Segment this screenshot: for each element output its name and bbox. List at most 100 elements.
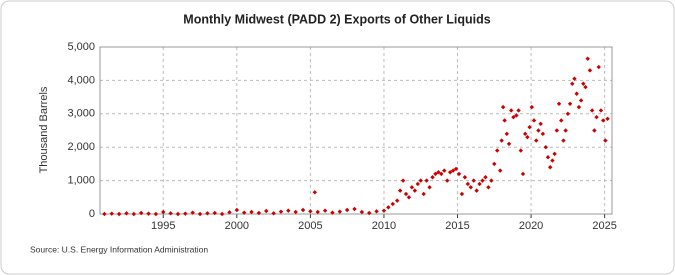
point	[459, 191, 465, 197]
y-axis-label: Thousand Barrels	[38, 86, 50, 173]
point	[504, 131, 510, 137]
point	[131, 211, 137, 217]
point	[574, 91, 579, 96]
point	[330, 210, 335, 215]
point	[474, 188, 479, 193]
point	[278, 209, 284, 214]
point	[534, 138, 539, 143]
point	[322, 208, 328, 213]
point	[415, 181, 420, 187]
point	[430, 175, 435, 180]
point	[511, 114, 516, 120]
point	[465, 181, 471, 187]
point	[394, 198, 400, 203]
point	[489, 178, 494, 183]
point	[585, 56, 590, 61]
x-tick-label: 2005	[298, 220, 322, 232]
point	[514, 113, 519, 118]
point	[570, 81, 575, 86]
point	[264, 208, 269, 214]
point	[386, 205, 391, 210]
point	[497, 168, 503, 173]
point	[183, 211, 188, 216]
point	[124, 211, 129, 216]
point	[427, 185, 432, 190]
point	[138, 210, 144, 216]
point	[359, 209, 365, 215]
point	[450, 168, 456, 173]
point	[409, 185, 415, 190]
point	[589, 108, 595, 113]
point	[344, 207, 350, 213]
point	[293, 209, 298, 215]
point	[212, 210, 217, 216]
point	[587, 68, 593, 73]
point	[433, 171, 438, 177]
point	[205, 211, 210, 216]
point	[219, 211, 225, 217]
point	[576, 104, 582, 110]
point	[540, 131, 546, 137]
y-tick-label: 3,000	[67, 108, 95, 120]
point	[477, 181, 482, 187]
point	[412, 188, 418, 193]
point	[600, 118, 606, 123]
point	[596, 64, 601, 70]
point	[439, 171, 444, 177]
point	[502, 118, 507, 123]
point	[462, 175, 468, 180]
point	[271, 211, 276, 216]
point	[518, 148, 523, 153]
point	[516, 108, 521, 113]
point	[572, 76, 577, 81]
x-tick-label: 1995	[151, 220, 175, 232]
point	[161, 209, 166, 215]
x-tick-label: 2020	[519, 220, 543, 232]
point	[418, 178, 423, 183]
point	[109, 211, 114, 216]
point	[529, 104, 535, 110]
point	[390, 201, 395, 207]
point	[548, 165, 553, 170]
point	[581, 81, 586, 86]
point	[525, 134, 530, 140]
point	[499, 138, 504, 143]
point	[594, 114, 599, 120]
point	[241, 210, 247, 215]
y-tick-label: 2,000	[67, 141, 95, 153]
y-tick-label: 5,000	[67, 41, 95, 53]
point	[500, 104, 506, 110]
point	[536, 128, 541, 133]
point	[403, 191, 409, 197]
point	[116, 211, 122, 217]
x-tick-label: 2015	[445, 220, 469, 232]
plot-border	[99, 46, 613, 215]
point	[545, 155, 551, 160]
point	[249, 209, 254, 215]
point	[146, 211, 151, 216]
point	[538, 121, 543, 127]
source: Source: U.S. Energy Information Administ…	[30, 244, 208, 254]
point	[175, 211, 181, 217]
point	[550, 158, 555, 163]
point	[520, 171, 526, 177]
point	[522, 131, 528, 137]
point	[592, 128, 597, 133]
x-tick-label: 2025	[592, 220, 616, 232]
point	[554, 128, 560, 133]
point	[168, 211, 173, 216]
point	[312, 190, 318, 195]
point	[153, 211, 159, 217]
y-tick-label: 4,000	[67, 74, 95, 86]
point	[436, 170, 441, 175]
point	[527, 124, 532, 130]
point	[556, 101, 562, 106]
point	[308, 209, 313, 214]
point	[559, 118, 564, 123]
point	[406, 195, 412, 200]
point	[605, 116, 610, 122]
point	[565, 111, 571, 116]
point	[483, 175, 488, 180]
